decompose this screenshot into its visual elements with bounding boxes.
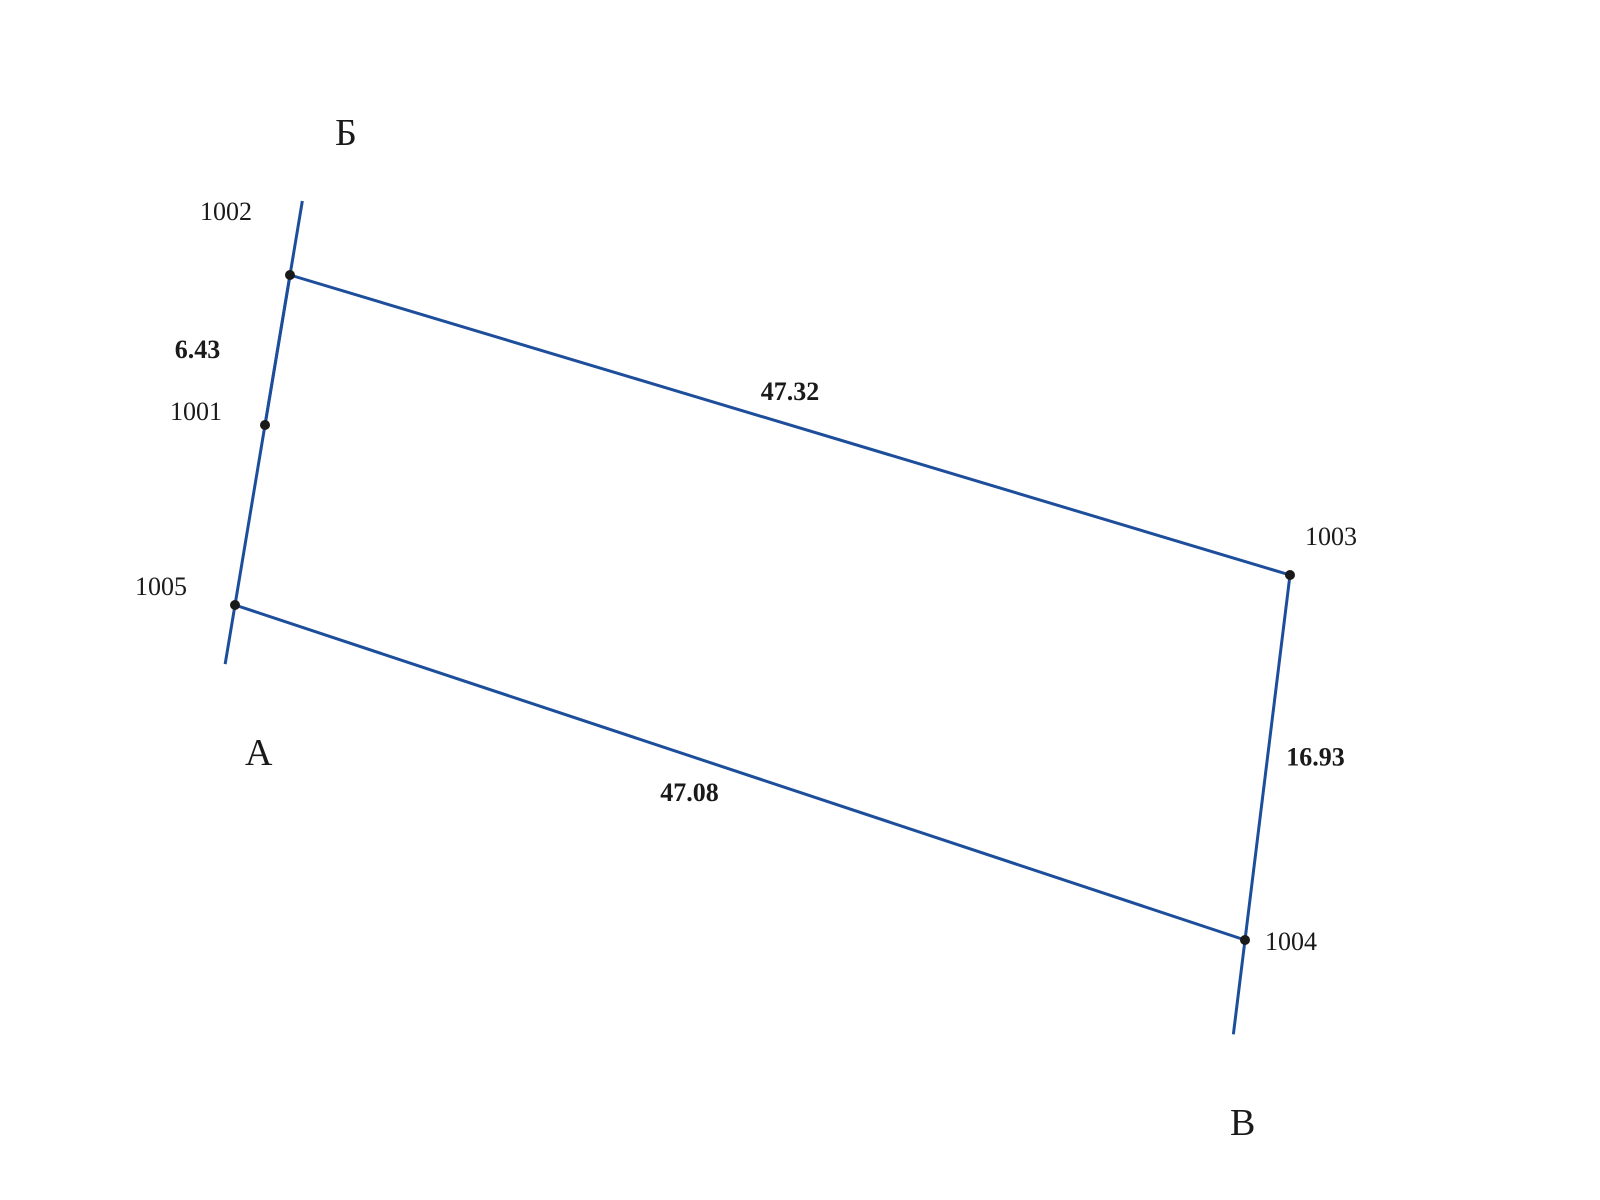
survey-point bbox=[285, 270, 295, 280]
survey-point bbox=[1240, 935, 1250, 945]
extension-line bbox=[1233, 940, 1245, 1034]
survey-point bbox=[1285, 570, 1295, 580]
point-label: 1002 bbox=[200, 197, 252, 226]
point-label: 1001 bbox=[170, 397, 222, 426]
point-label: 1004 bbox=[1265, 927, 1317, 956]
survey-diagram: 1002 1001 1005 1003 1004 47.32 16.93 47.08 6.43 Б… bbox=[0, 0, 1600, 1200]
extension-line bbox=[290, 201, 302, 275]
plot-edge bbox=[1245, 575, 1290, 940]
point-label: 1003 bbox=[1305, 522, 1357, 551]
survey-point bbox=[260, 420, 270, 430]
dimension-label: 47.08 bbox=[660, 778, 719, 807]
plot-edge bbox=[265, 275, 290, 425]
area-label: А bbox=[245, 732, 273, 774]
plot-edge bbox=[290, 275, 1290, 575]
extension-line bbox=[225, 605, 235, 664]
area-label: Б bbox=[335, 112, 357, 154]
dimension-label: 6.43 bbox=[175, 335, 221, 364]
survey-point bbox=[230, 600, 240, 610]
plot-edge bbox=[235, 605, 1245, 940]
dimension-label: 16.93 bbox=[1286, 743, 1345, 772]
area-label: В bbox=[1230, 1102, 1255, 1144]
point-label: 1005 bbox=[135, 572, 187, 601]
dimension-label: 47.32 bbox=[761, 377, 820, 406]
